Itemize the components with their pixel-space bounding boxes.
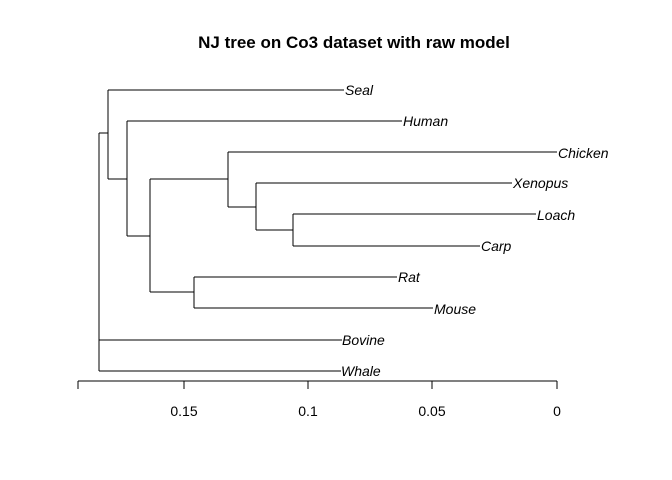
leaf-label-mouse: Mouse (434, 301, 476, 317)
axis-tick-label: 0.15 (170, 403, 197, 419)
leaf-label-rat: Rat (398, 269, 421, 285)
tree-branches (98, 89, 557, 372)
figure-title: NJ tree on Co3 dataset with raw model (198, 33, 510, 52)
axis-tick-label: 0.05 (418, 403, 445, 419)
leaf-labels: Seal Human Chicken Xenopus Loach Carp Ra… (341, 82, 609, 379)
leaf-label-whale: Whale (341, 363, 381, 379)
axis-tick-label: 0.1 (298, 403, 318, 419)
leaf-label-carp: Carp (481, 238, 512, 254)
leaf-label-loach: Loach (537, 207, 575, 223)
leaf-label-xenopus: Xenopus (512, 175, 568, 191)
leaf-label-seal: Seal (345, 82, 374, 98)
axis-tick-label: 0 (553, 403, 561, 419)
leaf-label-chicken: Chicken (558, 145, 609, 161)
leaf-label-human: Human (403, 113, 448, 129)
distance-axis: 0.15 0.1 0.05 0 (77, 380, 561, 419)
leaf-label-bovine: Bovine (342, 332, 385, 348)
